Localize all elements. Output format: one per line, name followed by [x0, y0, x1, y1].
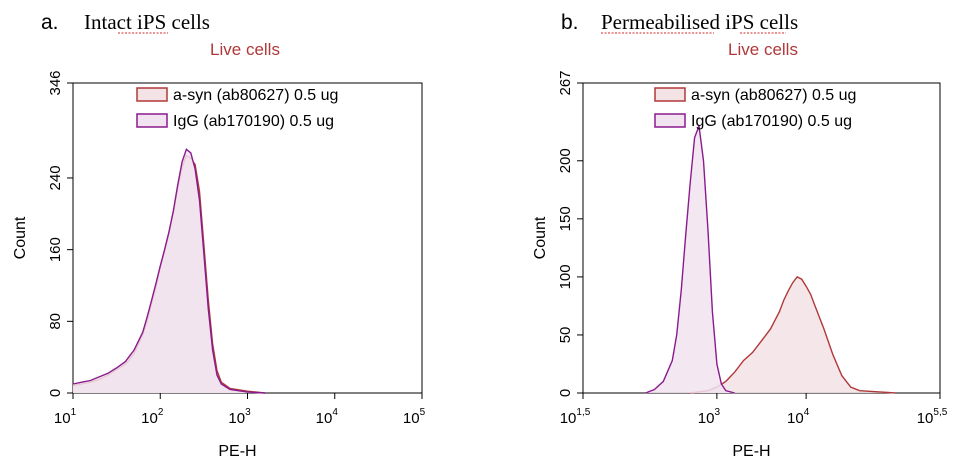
y-axis-label: Count — [532, 216, 549, 259]
x-tick-exponent: 4 — [332, 407, 338, 418]
x-tick-base: 10 — [54, 410, 71, 427]
panel-title: Permeabilised iPS cells — [601, 10, 798, 34]
y-tick-label: 50 — [557, 327, 574, 344]
y-tick-label: 100 — [557, 264, 574, 289]
x-axis-label: PE-H — [732, 443, 770, 459]
legend-label: a-syn (ab80627) 0.5 ug — [691, 87, 856, 104]
series-area — [645, 126, 735, 393]
y-tick-label: 240 — [47, 165, 64, 190]
legend-swatch — [136, 87, 168, 102]
x-tick-exponent: 1 — [71, 407, 77, 418]
x-tick-exponent: 2 — [158, 407, 164, 418]
legend-label: IgG (ab170190) 0.5 ug — [691, 113, 852, 130]
y-tick-label: 160 — [47, 237, 64, 262]
chart-subtitle: Live cells — [728, 40, 798, 59]
x-tick-exponent: 5 — [420, 407, 426, 418]
chart-panel-b: b. Permeabilised iPS cells Live cells 0 50 10… — [532, 10, 948, 459]
x-tick-base: 10 — [403, 410, 420, 427]
y-tick-label: 346 — [47, 70, 64, 95]
x-tick-label: 102 — [141, 407, 164, 427]
x-tick-exponent: 3 — [714, 407, 720, 418]
x-tick-label: 101 — [54, 407, 77, 427]
series-line — [72, 148, 266, 394]
x-axis-label: PE-H — [218, 443, 256, 459]
x-tick-base: 10 — [787, 410, 804, 427]
legend-swatch — [136, 113, 168, 128]
x-tick-base: 10 — [698, 410, 715, 427]
legend-swatch — [654, 87, 686, 102]
legend-label: a-syn (ab80627) 0.5 ug — [173, 87, 338, 104]
x-tick-exponent: 3 — [245, 407, 251, 418]
x-tick-base: 10 — [141, 410, 158, 427]
x-tick-label: 105 — [403, 407, 426, 427]
x-tick-base: 10 — [228, 410, 245, 427]
x-tick-base: 10 — [917, 410, 934, 427]
x-tick-label: 103 — [228, 407, 251, 427]
panel-letter: b. — [561, 11, 579, 34]
series-line — [690, 276, 896, 394]
x-tick-base: 10 — [316, 410, 333, 427]
y-tick-label: 80 — [47, 313, 64, 330]
y-tick-label: 0 — [47, 389, 64, 397]
x-tick-label: 105,5 — [917, 407, 948, 427]
x-tick-label: 101,5 — [560, 407, 591, 427]
x-tick-base: 10 — [560, 410, 577, 427]
y-tick-label: 200 — [557, 148, 574, 173]
x-tick-label: 103 — [698, 407, 721, 427]
x-tick-exponent: 5,5 — [933, 407, 947, 418]
y-tick-label: 0 — [557, 389, 574, 397]
series-line — [645, 125, 735, 394]
series-area — [73, 149, 265, 393]
x-tick-label: 104 — [316, 407, 339, 427]
plot-area — [72, 82, 423, 394]
legend-swatch — [654, 113, 686, 128]
y-tick-label: 267 — [557, 70, 574, 95]
legend-label: IgG (ab170190) 0.5 ug — [173, 113, 334, 130]
x-tick-exponent: 1,5 — [576, 407, 590, 418]
y-axis-label: Count — [12, 216, 29, 259]
x-tick-exponent: 4 — [804, 407, 810, 418]
chart-subtitle: Live cells — [210, 40, 280, 59]
panel-letter: a. — [41, 11, 59, 34]
x-tick-label: 104 — [787, 407, 810, 427]
panel-title: Intact iPS cells — [84, 10, 210, 34]
y-tick-label: 150 — [557, 206, 574, 231]
